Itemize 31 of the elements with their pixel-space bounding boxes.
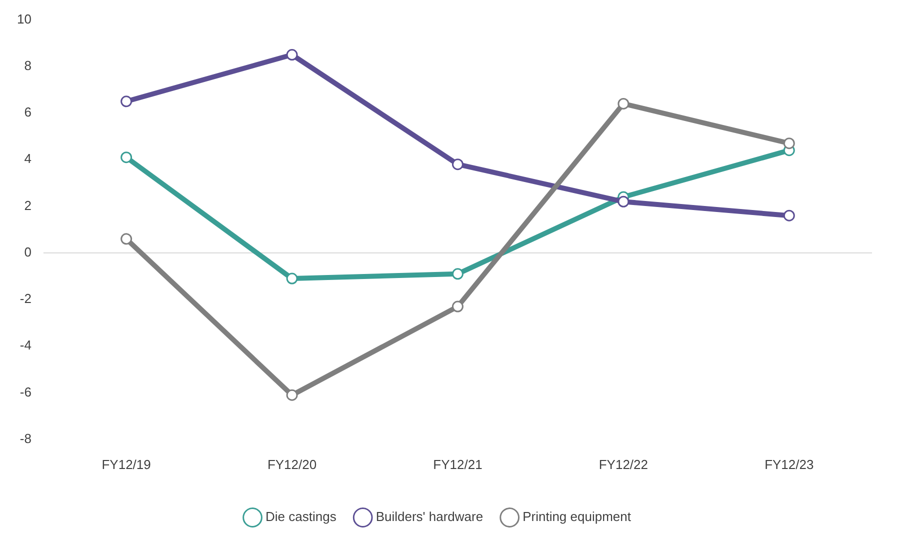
point xyxy=(618,98,630,110)
point xyxy=(783,138,795,150)
x-tick-label: FY12/20 xyxy=(267,456,317,472)
x-tick-label: FY12/23 xyxy=(764,456,814,472)
y-tick-label: -6 xyxy=(20,384,32,400)
point xyxy=(120,96,132,108)
point xyxy=(120,152,132,164)
point xyxy=(783,210,795,222)
point xyxy=(452,268,464,280)
y-tick-label: 6 xyxy=(24,104,32,120)
y-tick-label: -4 xyxy=(20,338,32,353)
point xyxy=(452,300,464,312)
point xyxy=(618,196,630,208)
y-tick-label: 10 xyxy=(16,11,32,26)
y-tick-label: 2 xyxy=(24,198,32,213)
x-tick-label: FY12/22 xyxy=(598,456,648,472)
x-tick-label: FY12/19 xyxy=(102,456,151,472)
legend-label: Printing equipment xyxy=(522,509,632,524)
y-tick-label: 4 xyxy=(24,151,32,166)
point xyxy=(286,49,298,61)
legend-label: Die castings xyxy=(266,509,337,524)
point xyxy=(286,389,298,401)
point xyxy=(286,272,298,284)
y-tick-label: -2 xyxy=(20,291,32,306)
point xyxy=(452,158,464,170)
y-tick-label: 0 xyxy=(24,244,32,260)
y-tick-label: 8 xyxy=(24,58,32,73)
y-tick-label: -8 xyxy=(20,430,32,446)
legend-label: Builders' hardware xyxy=(376,509,484,524)
point xyxy=(120,233,132,245)
x-tick-label: FY12/21 xyxy=(433,456,482,472)
